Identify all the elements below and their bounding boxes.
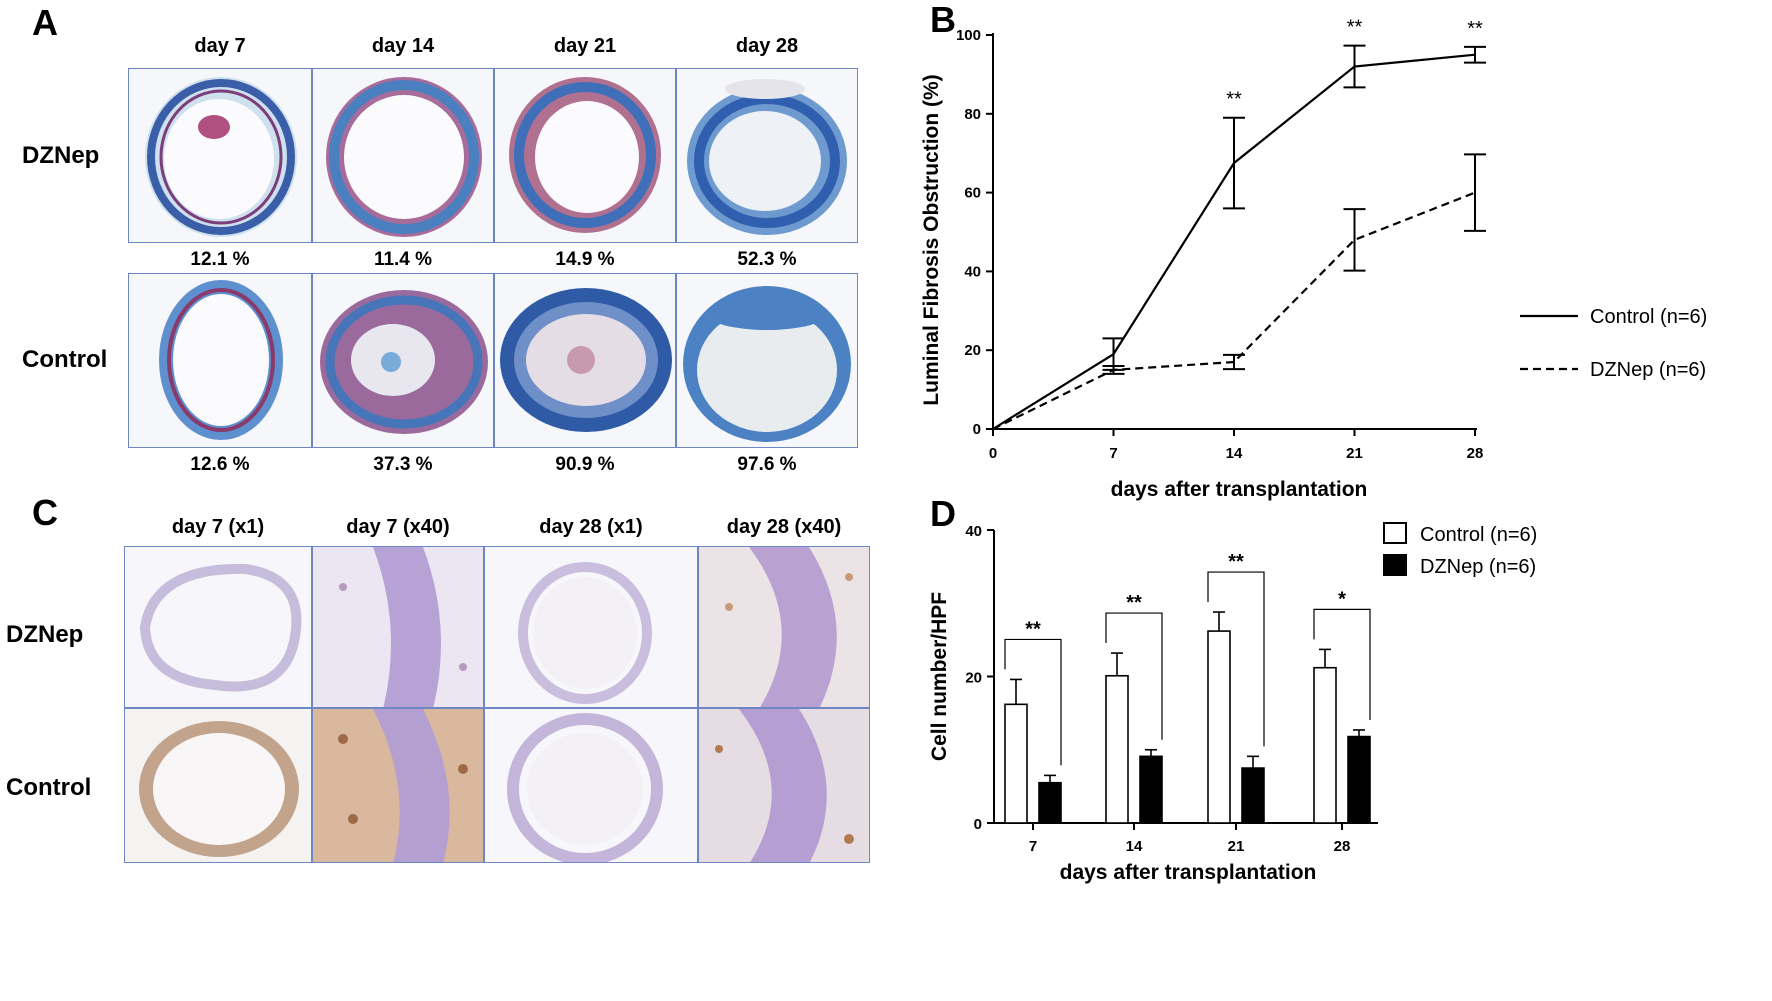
percent-a-control-day21: 90.9 % — [555, 454, 615, 475]
y-tick-label: 20 — [964, 342, 981, 359]
y-tick-label: 40 — [964, 263, 981, 280]
y-axis-label: Cell number/HPF — [928, 592, 951, 761]
chart-b: B 0 20 40 60 80 100 0 7 14 21 28 days after transpl… — [920, 0, 1707, 501]
ihc-image-c-control-day28-x1 — [484, 708, 698, 863]
legend-label-control: Control (n=6) — [1590, 306, 1707, 328]
significance-mark: ** — [1467, 18, 1483, 40]
bar-dznep-28 — [1347, 735, 1371, 824]
y-tick-label: 100 — [956, 27, 981, 44]
percent-a-control-day7: 12.6 % — [190, 454, 250, 475]
bar-dznep-7 — [1038, 781, 1062, 824]
percent-a-control-day28: 97.6 % — [737, 454, 797, 475]
y-tick-label: 80 — [964, 106, 981, 123]
legend-label-dznep: DZNep (n=6) — [1420, 556, 1536, 578]
bar-control-21 — [1207, 630, 1231, 824]
histology-image-a-control-day14 — [312, 273, 494, 448]
chart-d: D 0 20 40 Cell number/HPF days after transpl… — [928, 493, 1537, 884]
x-axis-label: days after transplantation — [1060, 861, 1317, 884]
histology-image-a-control-day21 — [494, 273, 676, 448]
legend-label-dznep: DZNep (n=6) — [1590, 359, 1706, 381]
x-tick-label: 28 — [1467, 445, 1484, 462]
histology-image-a-dznep-day21 — [494, 68, 676, 243]
panel-a-col-day7: day 7 — [194, 35, 246, 57]
significance-mark: ** — [1228, 551, 1244, 573]
x-tick-label: 7 — [1109, 445, 1117, 462]
significance-bracket — [1207, 571, 1265, 747]
x-tick-label: 21 — [1228, 838, 1245, 855]
panel-c-col-day28-x40: day 28 (x40) — [726, 516, 842, 538]
y-tick-label: 0 — [974, 816, 982, 833]
bar-control-7 — [1004, 703, 1028, 824]
legend-label-control: Control (n=6) — [1420, 524, 1537, 546]
x-axis-label: days after transplantation — [1111, 478, 1368, 501]
panel-a-col-day28: day 28 — [735, 35, 799, 57]
significance-mark: ** — [1226, 89, 1242, 111]
percent-a-dznep-day21: 14.9 % — [555, 249, 615, 270]
ihc-image-c-dznep-day7-x1 — [124, 546, 312, 708]
panel-a-row-dznep: DZNep — [22, 142, 100, 169]
panel-c-col-day28-x1: day 28 (x1) — [539, 516, 643, 538]
y-tick-label: 40 — [965, 523, 982, 540]
bar-dznep-21 — [1241, 767, 1265, 824]
significance-bracket — [1105, 612, 1163, 740]
percent-a-dznep-day7: 12.1 % — [190, 249, 250, 270]
x-tick-label: 28 — [1334, 838, 1351, 855]
panel-b-letter: B — [930, 0, 956, 40]
panel-c-row-dznep: DZNep — [6, 621, 84, 648]
panel-a-col-day21: day 21 — [553, 35, 617, 57]
bar-control-28 — [1313, 666, 1337, 824]
significance-mark: ** — [1126, 592, 1142, 614]
histology-image-a-dznep-day7 — [128, 68, 312, 243]
y-axis-label: Luminal Fibrosis Obstruction (%) — [920, 74, 943, 405]
x-tick-label: 14 — [1126, 838, 1143, 855]
percent-a-control-day14: 37.3 % — [373, 454, 433, 475]
bar-control-14 — [1105, 674, 1129, 824]
bar-dznep-14 — [1139, 755, 1163, 824]
histology-image-a-dznep-day28 — [676, 68, 858, 243]
ihc-image-c-dznep-day28-x1 — [484, 546, 698, 708]
series-line-control — [992, 53, 1476, 430]
significance-bracket — [1313, 608, 1371, 720]
panel-a-col-day14: day 14 — [371, 35, 435, 57]
significance-mark: ** — [1347, 17, 1363, 39]
ihc-image-c-control-day28-x40 — [698, 708, 870, 863]
histology-image-a-control-day7 — [128, 273, 312, 448]
panel-c-col-day7-x1: day 7 (x1) — [171, 516, 265, 538]
x-tick-label: 0 — [989, 445, 997, 462]
legend-swatch-control — [1383, 522, 1407, 544]
ihc-image-c-control-day7-x40 — [312, 708, 484, 863]
x-tick-label: 14 — [1226, 445, 1243, 462]
ihc-image-c-dznep-day28-x40 — [698, 546, 870, 708]
panel-c-row-control: Control — [6, 774, 92, 801]
histology-image-a-control-day28 — [676, 273, 858, 448]
percent-a-dznep-day14: 11.4 % — [373, 249, 433, 270]
y-tick-label: 20 — [965, 670, 982, 687]
panel-c-col-day7-x40: day 7 (x40) — [346, 516, 450, 538]
histology-image-a-dznep-day14 — [312, 68, 494, 243]
panel-c-letter: C — [32, 492, 58, 533]
percent-a-dznep-day28: 52.3 % — [737, 249, 797, 270]
ihc-image-c-dznep-day7-x40 — [312, 546, 484, 708]
x-tick-label: 7 — [1029, 838, 1037, 855]
panel-a-letter: A — [32, 2, 58, 43]
significance-bracket — [1004, 638, 1062, 766]
y-tick-label: 0 — [973, 421, 981, 438]
y-tick-label: 60 — [964, 185, 981, 202]
significance-mark: * — [1338, 588, 1346, 610]
series-line-dznep — [992, 191, 1476, 430]
significance-mark: ** — [1025, 618, 1041, 640]
panel-a-row-control: Control — [22, 346, 108, 373]
ihc-image-c-control-day7-x1 — [124, 708, 312, 863]
legend-swatch-dznep — [1383, 554, 1407, 576]
panel-d-letter: D — [930, 493, 956, 534]
x-tick-label: 21 — [1346, 445, 1363, 462]
